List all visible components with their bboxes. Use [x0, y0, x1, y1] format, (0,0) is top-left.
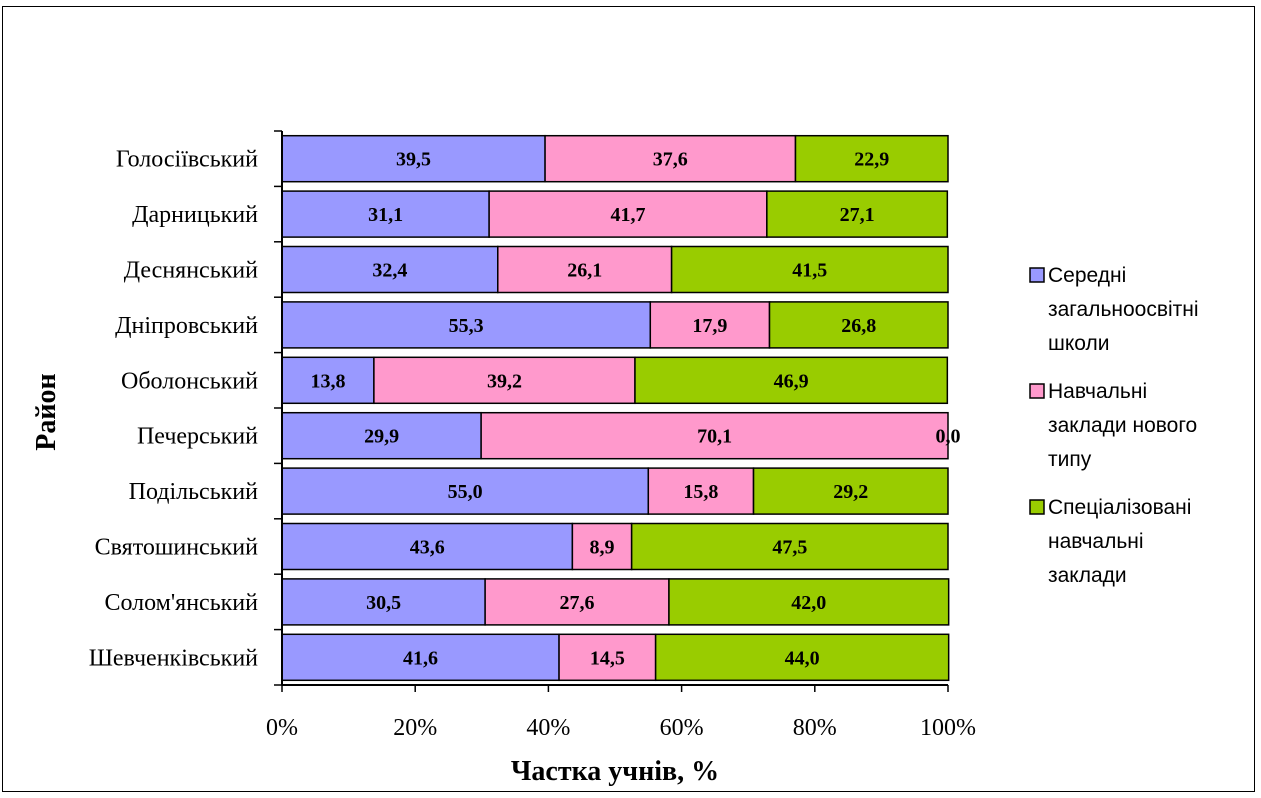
data-label-3-6: 0,0 — [936, 426, 961, 448]
category-label: Голосіївський — [116, 147, 258, 173]
y-axis-title: Район — [31, 373, 62, 450]
data-label-3-1: 22,9 — [854, 149, 889, 171]
axes-layer: Голосіївський Дарницький Деснянський Дніпро… — [89, 130, 976, 741]
bar-3-8 — [630, 522, 949, 571]
legend-swatch-3 — [1029, 499, 1045, 515]
data-label-1-4: 55,3 — [449, 315, 484, 337]
legend-label-1: загальноосвітні — [1048, 298, 1199, 321]
legend: Середні загальноосвітні школи Навчальні закл… — [1029, 264, 1199, 587]
bar-1-8 — [281, 522, 574, 571]
legend-label-2: типу — [1048, 448, 1092, 471]
x-tick-label: 0% — [266, 715, 298, 741]
bar-3-4 — [768, 301, 949, 349]
data-label-1-2: 31,1 — [368, 204, 403, 226]
data-label-2-1: 37,6 — [653, 149, 688, 171]
data-label-1-8: 43,6 — [410, 537, 445, 559]
data-label-1-6: 29,9 — [364, 426, 399, 448]
legend-label-1: Середні — [1048, 264, 1126, 287]
legend-label-2: заклади нового — [1048, 414, 1197, 437]
bar-3-9 — [668, 578, 950, 626]
bar-1-1 — [281, 134, 546, 183]
category-label: Подільський — [129, 479, 259, 505]
bar-2-2 — [488, 190, 768, 238]
category-label: Деснянський — [124, 258, 258, 284]
data-label-1-10: 41,6 — [403, 647, 438, 669]
bar-1-2 — [281, 190, 490, 238]
bar-2-4 — [649, 301, 771, 349]
bar-2-8 — [571, 522, 633, 571]
data-label-2-4: 17,9 — [692, 315, 727, 337]
bar-2-6 — [480, 411, 949, 460]
data-label-1-3: 32,4 — [372, 260, 407, 282]
data-label-2-3: 26,1 — [567, 260, 602, 282]
legend-label-3: заклади — [1048, 564, 1127, 587]
x-tick-label: 60% — [660, 715, 704, 741]
data-label-1-1: 39,5 — [396, 149, 431, 171]
bar-2-3 — [497, 245, 673, 294]
x-tick-label: 100% — [920, 715, 976, 741]
data-label-3-2: 27,1 — [840, 204, 875, 226]
data-label-3-10: 44,0 — [785, 647, 820, 669]
legend-label-1: школи — [1048, 332, 1109, 355]
data-label-3-4: 26,8 — [841, 315, 876, 337]
bar-2-10 — [558, 633, 657, 682]
bar-3-10 — [654, 633, 950, 682]
data-label-1-5: 13,8 — [310, 370, 345, 392]
bar-2-1 — [544, 134, 797, 183]
category-label: Солом'янський — [104, 590, 258, 616]
legend-swatch-2 — [1029, 383, 1045, 399]
bar-3-2 — [766, 190, 949, 238]
x-tick-label: 20% — [393, 715, 437, 741]
bars-layer: 39,5 37,6 22,9 31,1 41,7 27,1 32,4 26,1 41,5 55,3… — [281, 134, 961, 682]
category-label: Оболонський — [121, 368, 258, 394]
data-label-3-8: 47,5 — [772, 537, 807, 559]
data-label-2-10: 14,5 — [590, 647, 625, 669]
data-label-2-7: 15,8 — [683, 481, 718, 503]
bar-2-7 — [647, 467, 755, 515]
x-tick-label: 40% — [526, 715, 570, 741]
bar-1-10 — [281, 633, 560, 682]
bar-1-5 — [281, 356, 375, 405]
category-label: Святошинський — [95, 535, 259, 561]
data-label-3-5: 46,9 — [774, 370, 809, 392]
data-label-3-9: 42,0 — [791, 592, 826, 614]
category-label: Печерський — [137, 424, 258, 450]
bar-1-9 — [281, 578, 486, 626]
bar-3-1 — [794, 134, 949, 183]
data-label-1-7: 55,0 — [448, 481, 483, 503]
category-label: Шевченківський — [89, 645, 258, 671]
data-label-2-6: 70,1 — [697, 426, 732, 448]
data-label-2-2: 41,7 — [610, 204, 645, 226]
bar-3-3 — [670, 245, 949, 294]
legend-swatch-1 — [1029, 267, 1045, 283]
data-label-2-8: 8,9 — [590, 537, 615, 559]
bar-3-7 — [752, 467, 949, 515]
data-label-2-5: 39,2 — [487, 370, 522, 392]
legend-label-3: навчальні — [1048, 530, 1144, 553]
x-axis-title: Частка учнів, % — [511, 756, 719, 787]
x-tick-label: 80% — [793, 715, 837, 741]
bar-3-5 — [634, 356, 949, 405]
legend-label-2: Навчальні — [1048, 380, 1147, 403]
data-label-1-9: 30,5 — [366, 592, 401, 614]
data-label-2-9: 27,6 — [560, 592, 595, 614]
legend-label-3: Спеціалізовані — [1048, 496, 1191, 519]
category-label: Дніпровський — [115, 313, 258, 339]
category-label: Дарницький — [132, 202, 258, 228]
data-label-3-7: 29,2 — [833, 481, 868, 503]
bar-1-7 — [281, 467, 650, 515]
data-label-3-3: 41,5 — [792, 260, 827, 282]
